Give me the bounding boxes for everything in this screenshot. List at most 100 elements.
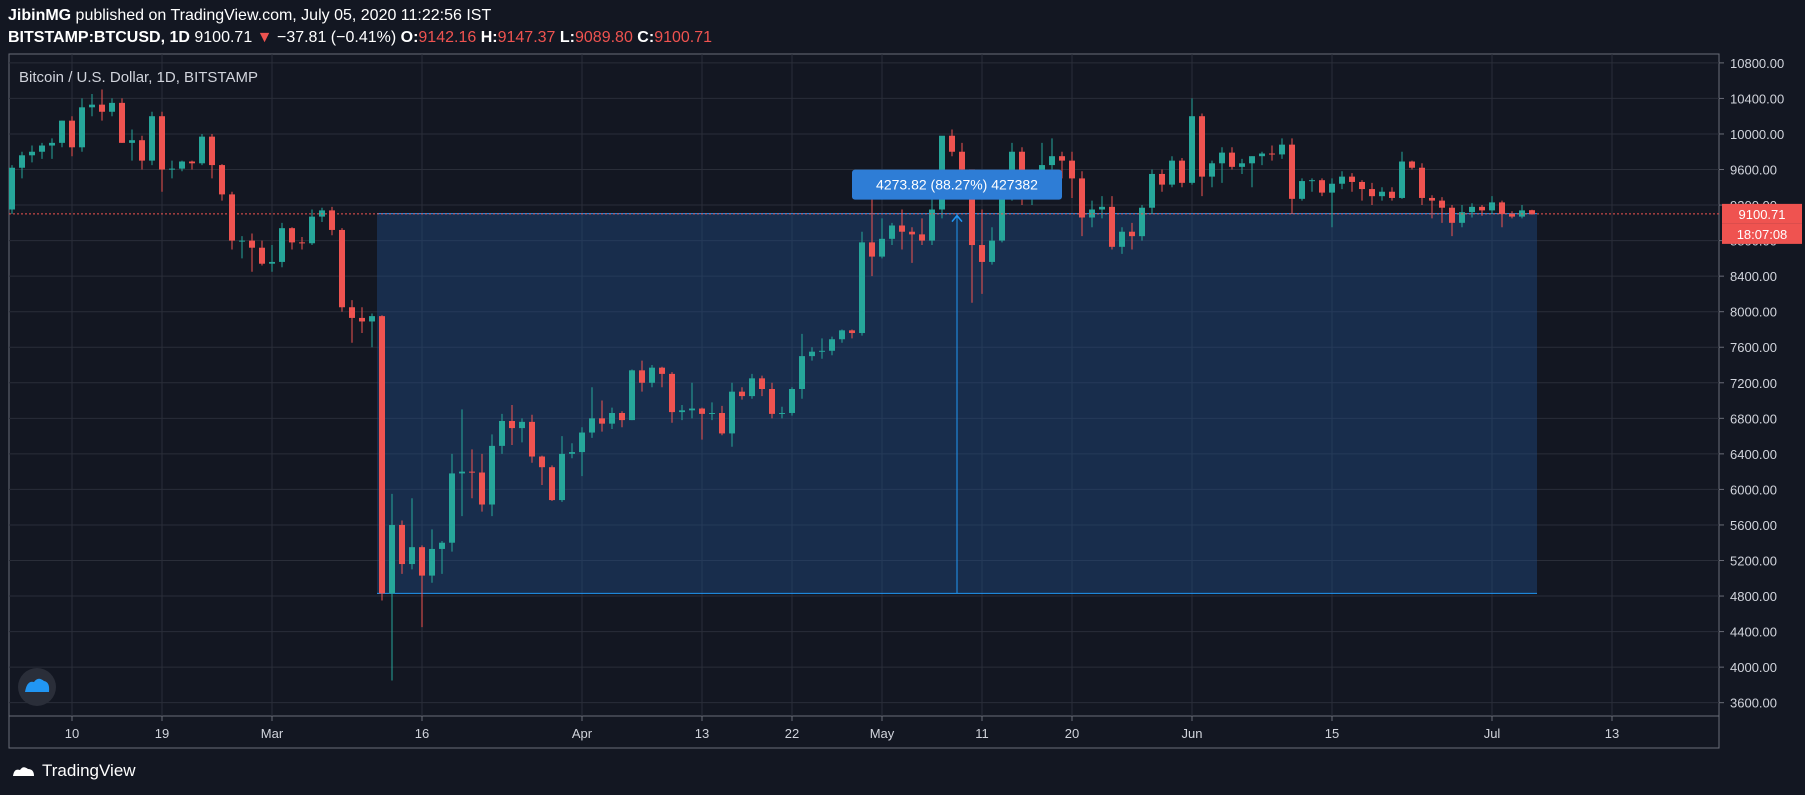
- chart-title: Bitcoin / U.S. Dollar, 1D, BITSTAMP: [19, 69, 258, 86]
- candle-body: [1499, 202, 1505, 214]
- candle: [399, 520, 405, 574]
- candle: [509, 404, 515, 445]
- candle: [39, 142, 45, 159]
- candle: [569, 443, 575, 459]
- candle-body: [1409, 161, 1415, 168]
- candle-body: [29, 151, 35, 156]
- candle-body: [689, 408, 695, 411]
- candle: [889, 222, 895, 246]
- candle-body: [1229, 152, 1235, 167]
- tradingview-footer[interactable]: TradingView: [12, 761, 136, 781]
- candle: [529, 414, 535, 463]
- candle-body: [479, 472, 485, 505]
- candle-body: [1339, 176, 1345, 184]
- candle: [1459, 205, 1465, 228]
- candle-body: [49, 142, 55, 146]
- candle-body: [1219, 152, 1225, 164]
- candle-body: [269, 261, 275, 264]
- candle: [1289, 138, 1295, 214]
- y-tick-label: 4000.00: [1730, 660, 1777, 675]
- candle-body: [379, 316, 385, 594]
- candle: [549, 465, 555, 501]
- candle-body: [1349, 176, 1355, 182]
- candle: [189, 160, 195, 170]
- candle: [1109, 196, 1115, 250]
- candle-body: [369, 316, 375, 322]
- candle: [199, 133, 205, 166]
- candle: [1089, 200, 1095, 228]
- cloud-icon: [25, 678, 50, 692]
- candle: [729, 382, 735, 447]
- y-tick-label: 9600.00: [1730, 163, 1777, 178]
- candle: [589, 387, 595, 438]
- candle-body: [189, 161, 195, 164]
- candle-body: [109, 102, 115, 112]
- countdown-tag-text: 18:07:08: [1737, 227, 1788, 242]
- candle-body: [809, 351, 815, 357]
- candle: [519, 418, 525, 443]
- candle-body: [1129, 231, 1135, 237]
- candle: [1279, 138, 1285, 159]
- candle: [79, 98, 85, 152]
- candle: [699, 407, 705, 440]
- candle: [259, 240, 265, 266]
- publisher-name[interactable]: JibinMG: [8, 7, 72, 24]
- candle: [989, 227, 995, 265]
- candle-body: [1199, 116, 1205, 177]
- candle-body: [999, 196, 1005, 241]
- time-axis[interactable]: 10 19 Mar 16 Apr 13 22 May 11 20 Jun 15 Jul 13: [65, 716, 1619, 741]
- candle: [159, 111, 165, 192]
- candle: [1349, 173, 1355, 192]
- tradingview-brand: TradingView: [42, 761, 136, 780]
- candle: [409, 498, 415, 570]
- candle: [139, 135, 145, 170]
- candle-body: [629, 370, 635, 421]
- candle: [169, 160, 175, 179]
- candle-body: [1049, 156, 1055, 166]
- candle-body: [1059, 156, 1065, 161]
- candle: [679, 404, 685, 421]
- candle: [1369, 182, 1375, 206]
- x-tick-label: 20: [1065, 726, 1079, 741]
- candle-body: [429, 548, 435, 576]
- candle-body: [99, 104, 105, 112]
- last-price: 9100.71: [194, 29, 253, 46]
- candle-body: [1089, 209, 1095, 218]
- candle-body: [1449, 207, 1455, 223]
- candle-body: [1119, 231, 1125, 247]
- candle: [859, 231, 865, 336]
- candle-body: [299, 242, 305, 244]
- candle: [1379, 187, 1385, 201]
- candle: [29, 145, 35, 163]
- candle-body: [399, 524, 405, 565]
- candle-body: [1369, 189, 1375, 197]
- candle: [1489, 196, 1495, 214]
- candle-body: [859, 242, 865, 334]
- candle: [329, 206, 335, 236]
- candle-body: [829, 339, 835, 351]
- candle-body: [1359, 181, 1365, 190]
- candle: [809, 347, 815, 361]
- candle-body: [919, 234, 925, 241]
- candle: [669, 372, 675, 423]
- candle: [1509, 211, 1515, 219]
- close-label: C:: [637, 29, 655, 46]
- tradingview-logo-button[interactable]: [18, 668, 56, 706]
- y-tick-label: 7200.00: [1730, 376, 1777, 391]
- candle-body: [879, 238, 885, 257]
- candle-body: [1169, 160, 1175, 185]
- candle: [289, 227, 295, 250]
- price-range-tool[interactable]: [377, 213, 1537, 594]
- candle-body: [519, 421, 525, 429]
- candle-body: [159, 116, 165, 170]
- candle: [899, 209, 905, 250]
- candle: [539, 455, 545, 485]
- candle-body: [1109, 206, 1115, 247]
- candle-body: [1279, 144, 1285, 155]
- price-axis[interactable]: 10800.0010400.0010000.009600.009200.0088…: [9, 56, 1802, 711]
- candle-body: [779, 412, 785, 414]
- candle-body: [1309, 180, 1315, 182]
- x-tick-label: 11: [975, 726, 989, 741]
- candle-body: [9, 167, 15, 210]
